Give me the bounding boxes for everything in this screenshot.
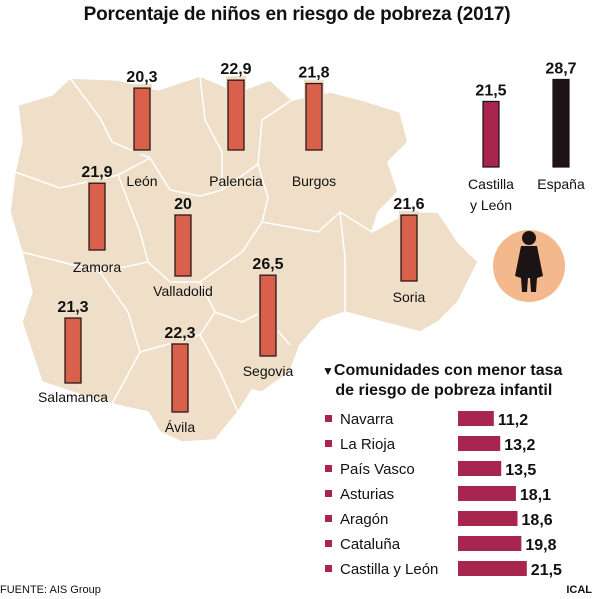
bullet-cataluna [325,540,332,547]
province-label-palencia: Palencia [209,173,263,189]
bullet-asturias [325,490,332,497]
bullet-aragon [325,515,332,522]
comparison-label-espana-0: España [537,176,585,192]
rank-value-la-rioja: 13,2 [504,437,535,454]
source-note: FUENTE: AIS Group [0,584,101,596]
bullet-navarra [325,415,332,422]
bar-palencia [227,79,245,151]
rank-label-la-rioja: La Rioja [340,436,396,453]
value-label-salamanca: 21,3 [57,299,88,316]
value-label-zamora: 21,9 [81,164,112,181]
comparison-value-espana: 28,7 [545,60,576,77]
rank-label-navarra: Navarra [340,411,394,428]
province-label-segovia: Segovia [243,363,294,379]
province-label-soria: Soria [393,289,426,305]
credit-note: ICAL [566,584,592,596]
rank-value-pais-vasco: 13,5 [505,462,536,479]
rank-bar-navarra [458,411,494,426]
rank-value-navarra: 11,2 [498,412,528,429]
rank-value-castilla-y-leon: 21,5 [531,562,562,579]
bullet-pais-vasco [325,465,332,472]
comparison-bar-castilla-y-leon [482,100,500,168]
rank-label-asturias: Asturias [340,486,394,503]
province-label-burgos: Burgos [292,173,336,189]
rank-bar-aragon [458,511,518,526]
bar-soria [400,214,418,282]
castilla-y-leon-map [9,75,479,443]
rank-bar-asturias [458,486,516,501]
bar-zamora [88,182,106,251]
bar-avila [171,343,189,413]
bullet-castilla-y-leon [325,565,332,572]
province-label-valladolid: Valladolid [153,283,213,299]
value-label-palencia: 22,9 [220,61,251,78]
value-label-soria: 21,6 [393,196,424,213]
rank-value-asturias: 18,1 [520,487,551,504]
rank-label-castilla-y-leon: Castilla y León [340,561,438,578]
bullet-la-rioja [325,440,332,447]
rank-bar-pais-vasco [458,461,502,476]
comparison-bar-espana [552,78,570,168]
chart-title: Porcentaje de niños en riesgo de pobreza… [83,4,511,25]
value-label-valladolid: 20 [174,196,192,213]
value-label-leon: 20,3 [126,69,157,86]
rank-bar-la-rioja [458,436,501,451]
child-silhouette-icon [515,231,543,292]
bar-segovia [259,274,277,357]
plot-layer: 20,3 León 22,9 Palencia 21,8 Burgos 21,9 Zamora… [38,60,585,579]
ranking-title-line-1: Comunidades con menor tasa [333,362,563,379]
rank-label-aragon: Aragón [340,511,388,528]
rank-value-aragon: 18,6 [522,512,553,529]
rank-label-pais-vasco: País Vasco [340,461,415,478]
value-label-avila: 22,3 [164,325,195,342]
bar-salamanca [64,317,82,384]
comparison-label-castilla-y-leon-0: Castilla [468,176,514,192]
rank-bar-castilla-y-leon [458,561,527,576]
province-label-salamanca: Salamanca [38,389,108,405]
comparison-label-castilla-y-leon-1: y León [470,197,512,213]
ranking-title-line-2: de riesgo de pobreza infantil [335,382,553,399]
rank-bar-cataluna [458,536,522,551]
province-label-zamora: Zamora [73,259,121,275]
value-label-burgos: 21,8 [298,65,329,82]
province-label-avila: Ávila [165,419,196,435]
ranking-title: ▼Comunidades con menor tasa de riesgo de… [322,362,563,399]
value-label-segovia: 26,5 [252,256,283,273]
province-label-leon: León [126,173,157,189]
bar-leon [133,87,151,151]
rank-label-cataluna: Cataluña [340,536,401,553]
comparison-value-castilla-y-leon: 21,5 [475,82,506,99]
bar-valladolid [174,214,192,277]
bar-burgos [305,82,323,151]
rank-value-cataluna: 19,8 [525,537,556,554]
